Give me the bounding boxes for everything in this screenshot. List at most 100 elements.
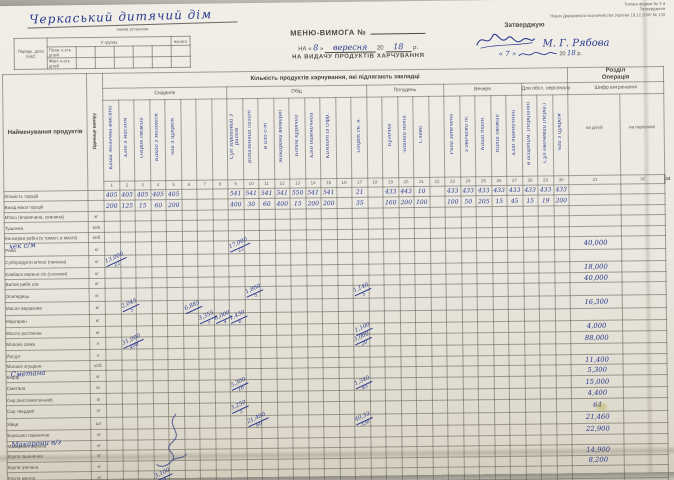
value-cell: [524, 365, 541, 377]
value-cell: [415, 356, 432, 367]
value-cell: [494, 456, 511, 467]
col-number: 27: [506, 176, 523, 186]
value-cell: [429, 206, 446, 218]
expense-children-cell: [569, 215, 622, 227]
value-cell: [555, 344, 571, 355]
value-cell: [106, 370, 122, 382]
value-cell: 8,000 4: [212, 309, 232, 326]
value-cell: [491, 237, 508, 251]
value-cell: [414, 217, 430, 229]
value-cell: [368, 310, 385, 324]
value-cell: [400, 389, 417, 401]
value-cell: [336, 197, 353, 209]
col-number: 12: [274, 178, 290, 189]
value-cell: [244, 299, 261, 313]
value-cell: [307, 357, 324, 369]
value-cell: [214, 335, 230, 349]
value-cell: [276, 357, 293, 369]
col-number: 16: [336, 178, 352, 188]
value-cell: [259, 230, 276, 241]
dish-col-26: з овочами т.: [459, 95, 476, 177]
value-cell: [182, 312, 199, 326]
value-cell: [322, 357, 339, 369]
col-number: 10: [243, 179, 259, 189]
value-cell: [555, 354, 572, 366]
value-cell: [476, 216, 492, 228]
unit-cell: кг: [89, 326, 106, 338]
value-cell: [292, 437, 309, 449]
value-cell: [183, 348, 199, 360]
value-cell: [182, 266, 198, 278]
value-cell: [322, 285, 338, 299]
value-cell: [368, 264, 384, 276]
value-cell: [385, 400, 402, 414]
value-cell: [200, 470, 216, 480]
value-cell: [276, 347, 292, 359]
value-cell: [107, 471, 123, 480]
value-cell: [277, 427, 293, 438]
col-number: 25: [475, 176, 492, 186]
menu-heading: МЕНЮ-ВИМОГА № НА « 8 » вересня 20 18 р. …: [245, 20, 470, 61]
value-cell: 541: [305, 187, 321, 199]
value-cell: [462, 332, 478, 346]
value-cell: [494, 411, 510, 425]
value-cell: [493, 344, 509, 356]
value-cell: 205: [475, 195, 492, 207]
value-cell: [151, 300, 168, 314]
form-date-line: НА « 8 » вересня 20 18 р.: [246, 41, 471, 54]
value-cell: [384, 356, 401, 368]
col-number: 26: [491, 176, 507, 186]
value-cell: 35: [351, 197, 368, 209]
value-cell: [509, 388, 525, 400]
value-cell: [261, 437, 278, 449]
value-cell: [477, 344, 494, 356]
value-cell: 541: [320, 187, 337, 198]
value-cell: [430, 274, 447, 285]
expense-children-cell: [569, 194, 622, 206]
value-cell: [183, 325, 199, 337]
signature-icon: [476, 33, 536, 49]
value-cell: [215, 415, 231, 429]
value-cell: [337, 298, 354, 312]
value-cell: [306, 239, 322, 253]
value-cell: [416, 435, 433, 447]
value-cell: [198, 335, 215, 349]
value-cell: [212, 220, 229, 231]
value-cell: [305, 218, 322, 230]
value-cell: [401, 413, 417, 426]
value-cell: [414, 263, 431, 275]
value-cell: 1,140 5: [352, 282, 372, 299]
value-cell: [446, 345, 463, 357]
value-cell: [401, 425, 417, 437]
value-cell: [415, 310, 432, 323]
value-cell: [541, 455, 557, 467]
value-cell: [324, 458, 340, 469]
value-cell: [199, 428, 216, 439]
value-cell: [336, 208, 353, 219]
value-cell: [122, 416, 138, 430]
value-cell: [119, 231, 136, 243]
value-cell: [166, 210, 182, 221]
value-cell: [368, 239, 384, 253]
value-cell: [367, 228, 384, 240]
value-cell: [213, 276, 230, 288]
attendance-mini-table: Порядк. дата (час) У групах всього План. к-…: [14, 36, 191, 70]
value-cell: 433: [444, 185, 461, 197]
value-cell: [401, 457, 418, 468]
value-cell: [275, 311, 292, 325]
date-prefix: НА «: [298, 46, 312, 53]
value-cell: [337, 252, 353, 265]
value-cell: [150, 231, 167, 243]
value-cell: [462, 376, 479, 390]
products-col-header: Найменування продуктів: [2, 73, 88, 192]
value-cell: [556, 455, 573, 466]
value-cell: 6,885: [182, 299, 202, 314]
value-cell: 541: [227, 188, 244, 200]
value-cell: [447, 399, 464, 413]
value-cell: [383, 228, 400, 240]
value-cell: [136, 359, 153, 371]
value-cell: [229, 287, 245, 300]
value-cell: [385, 436, 402, 448]
value-cell: 10: [413, 186, 430, 197]
value-cell: [290, 208, 306, 220]
